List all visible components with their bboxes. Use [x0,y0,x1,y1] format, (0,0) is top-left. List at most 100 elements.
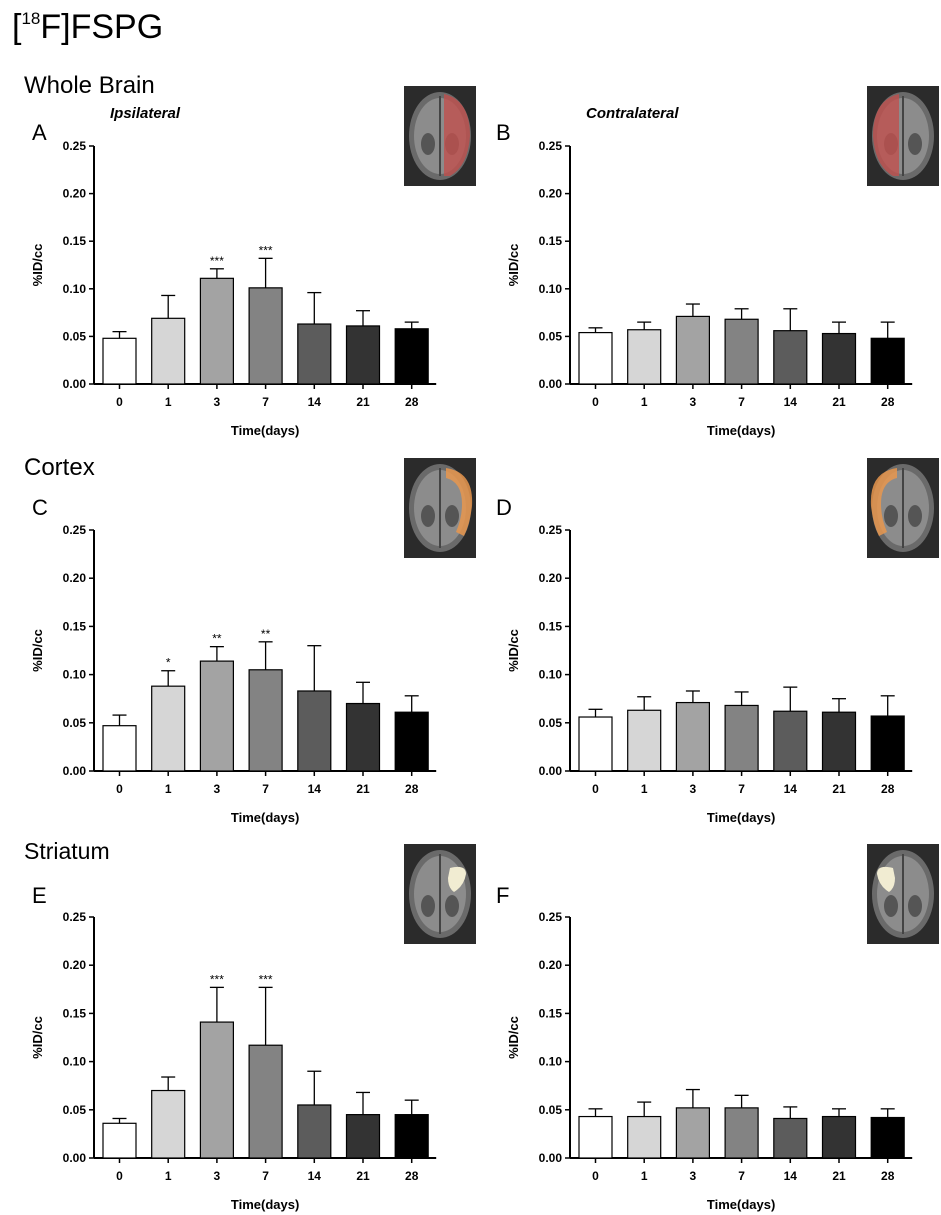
bar-7 [724,704,759,772]
bar-14 [773,710,808,772]
x-tick-label: 1 [641,1169,648,1183]
bar-7 [248,1044,283,1159]
y-tick-label: 0.25 [63,139,87,153]
bar-28 [870,337,905,385]
y-tick-label: 0.05 [63,716,87,730]
bar-14 [297,690,332,772]
x-tick-label: 3 [214,395,221,409]
panel-letter-c: C [32,495,48,520]
figure-title: [18F]FSPG [12,8,163,47]
x-tick-label: 3 [214,1169,221,1183]
bar-14 [773,330,808,385]
y-tick-label: 0.15 [63,1006,87,1020]
bar-21 [821,332,857,385]
x-tick-label: 14 [308,782,322,796]
y-tick-label: 0.20 [539,187,563,201]
ipsilateral-label: Ipsilateral [110,105,181,122]
x-axis-title: Time(days) [231,1197,299,1212]
brain-thumbnail-cortex-ipsilateral [404,458,476,558]
y-tick-label: 0.10 [539,668,563,682]
bar-21 [345,325,381,385]
x-tick-label: 0 [116,1169,123,1183]
bar-14 [297,323,332,385]
bar-7 [724,318,759,385]
y-tick-label: 0.10 [539,282,563,296]
bar-7 [724,1107,759,1159]
x-tick-label: 7 [262,782,269,796]
bar-1 [151,317,186,385]
bar-0 [102,337,137,385]
y-tick-label: 0.00 [63,1151,87,1165]
brain-thumbnail-cortex-contralateral [867,458,939,558]
y-tick-label: 0.10 [63,1055,87,1069]
bar-0 [578,331,613,385]
overlay-striatum [448,866,466,892]
x-tick-label: 0 [116,782,123,796]
significance-marker: ** [261,627,271,641]
panel-letter-e: E [32,883,47,908]
overlay-whole-brain [873,94,899,176]
x-tick-label: 1 [165,782,172,796]
bar-3 [675,1107,710,1159]
significance-marker: *** [210,972,224,986]
significance-marker: * [166,656,171,670]
bar-14 [773,1117,808,1159]
y-tick-label: 0.20 [539,571,563,585]
overlay-striatum [877,866,895,892]
bar-0 [102,1122,137,1159]
x-tick-label: 21 [356,782,370,796]
bar-0 [578,1115,613,1159]
y-tick-label: 0.15 [539,1006,563,1020]
overlay-cortex [870,468,897,536]
brain-thumbnail-striatum-ipsilateral [404,844,476,944]
x-tick-label: 1 [641,782,648,796]
y-tick-label: 0.15 [539,234,563,248]
y-tick-label: 0.25 [63,910,87,924]
y-axis-title: %ID/cc [30,629,45,672]
bar-chart-a: 0.00 0.05 0.10 0.15 0.20 0.25 0 1 3 *** 7 *** 14 21 28… [30,139,437,438]
x-tick-label: 28 [881,395,895,409]
significance-marker: *** [259,243,273,257]
x-tick-label: 1 [641,395,648,409]
y-tick-label: 0.10 [539,1055,563,1069]
y-tick-label: 0.20 [63,958,87,972]
x-tick-label: 21 [832,1169,846,1183]
bar-1 [151,685,186,772]
x-tick-label: 21 [356,1169,370,1183]
x-tick-label: 28 [881,782,895,796]
x-tick-label: 3 [690,395,697,409]
y-tick-label: 0.25 [63,523,87,537]
x-tick-label: 14 [308,395,322,409]
bar-chart-b: 0.00 0.05 0.10 0.15 0.20 0.25 0 1 3 7 14 21 28 Time(d… [506,139,913,438]
overlay-cortex [446,468,473,536]
title-superscript: 18 [21,9,41,28]
y-tick-label: 0.15 [539,619,563,633]
bar-chart-f: 0.00 0.05 0.10 0.15 0.20 0.25 0 1 3 7 14 21 28 Time(d… [506,910,913,1212]
bar-14 [297,1104,332,1159]
y-axis-title: %ID/cc [506,1016,521,1059]
x-tick-label: 14 [784,782,798,796]
title-rest: F]FSPG [40,8,164,46]
y-axis-title: %ID/cc [30,244,45,287]
y-tick-label: 0.25 [539,523,563,537]
x-tick-label: 28 [405,1169,419,1183]
y-tick-label: 0.00 [63,377,87,391]
significance-marker: *** [259,972,273,986]
y-tick-label: 0.20 [63,571,87,585]
y-tick-label: 0.15 [63,234,87,248]
bar-1 [151,1089,186,1159]
bar-3 [675,315,710,385]
bar-7 [248,669,283,772]
x-tick-label: 14 [308,1169,322,1183]
bar-21 [821,1115,857,1159]
panel-letter-a: A [32,120,47,145]
overlay-whole-brain [444,94,470,176]
bar-28 [394,328,429,385]
x-tick-label: 14 [784,395,798,409]
y-tick-label: 0.15 [63,619,87,633]
x-axis-title: Time(days) [707,810,775,825]
x-tick-label: 7 [738,1169,745,1183]
panel-letter-d: D [496,495,512,520]
y-tick-label: 0.10 [63,668,87,682]
bar-28 [394,1114,429,1159]
